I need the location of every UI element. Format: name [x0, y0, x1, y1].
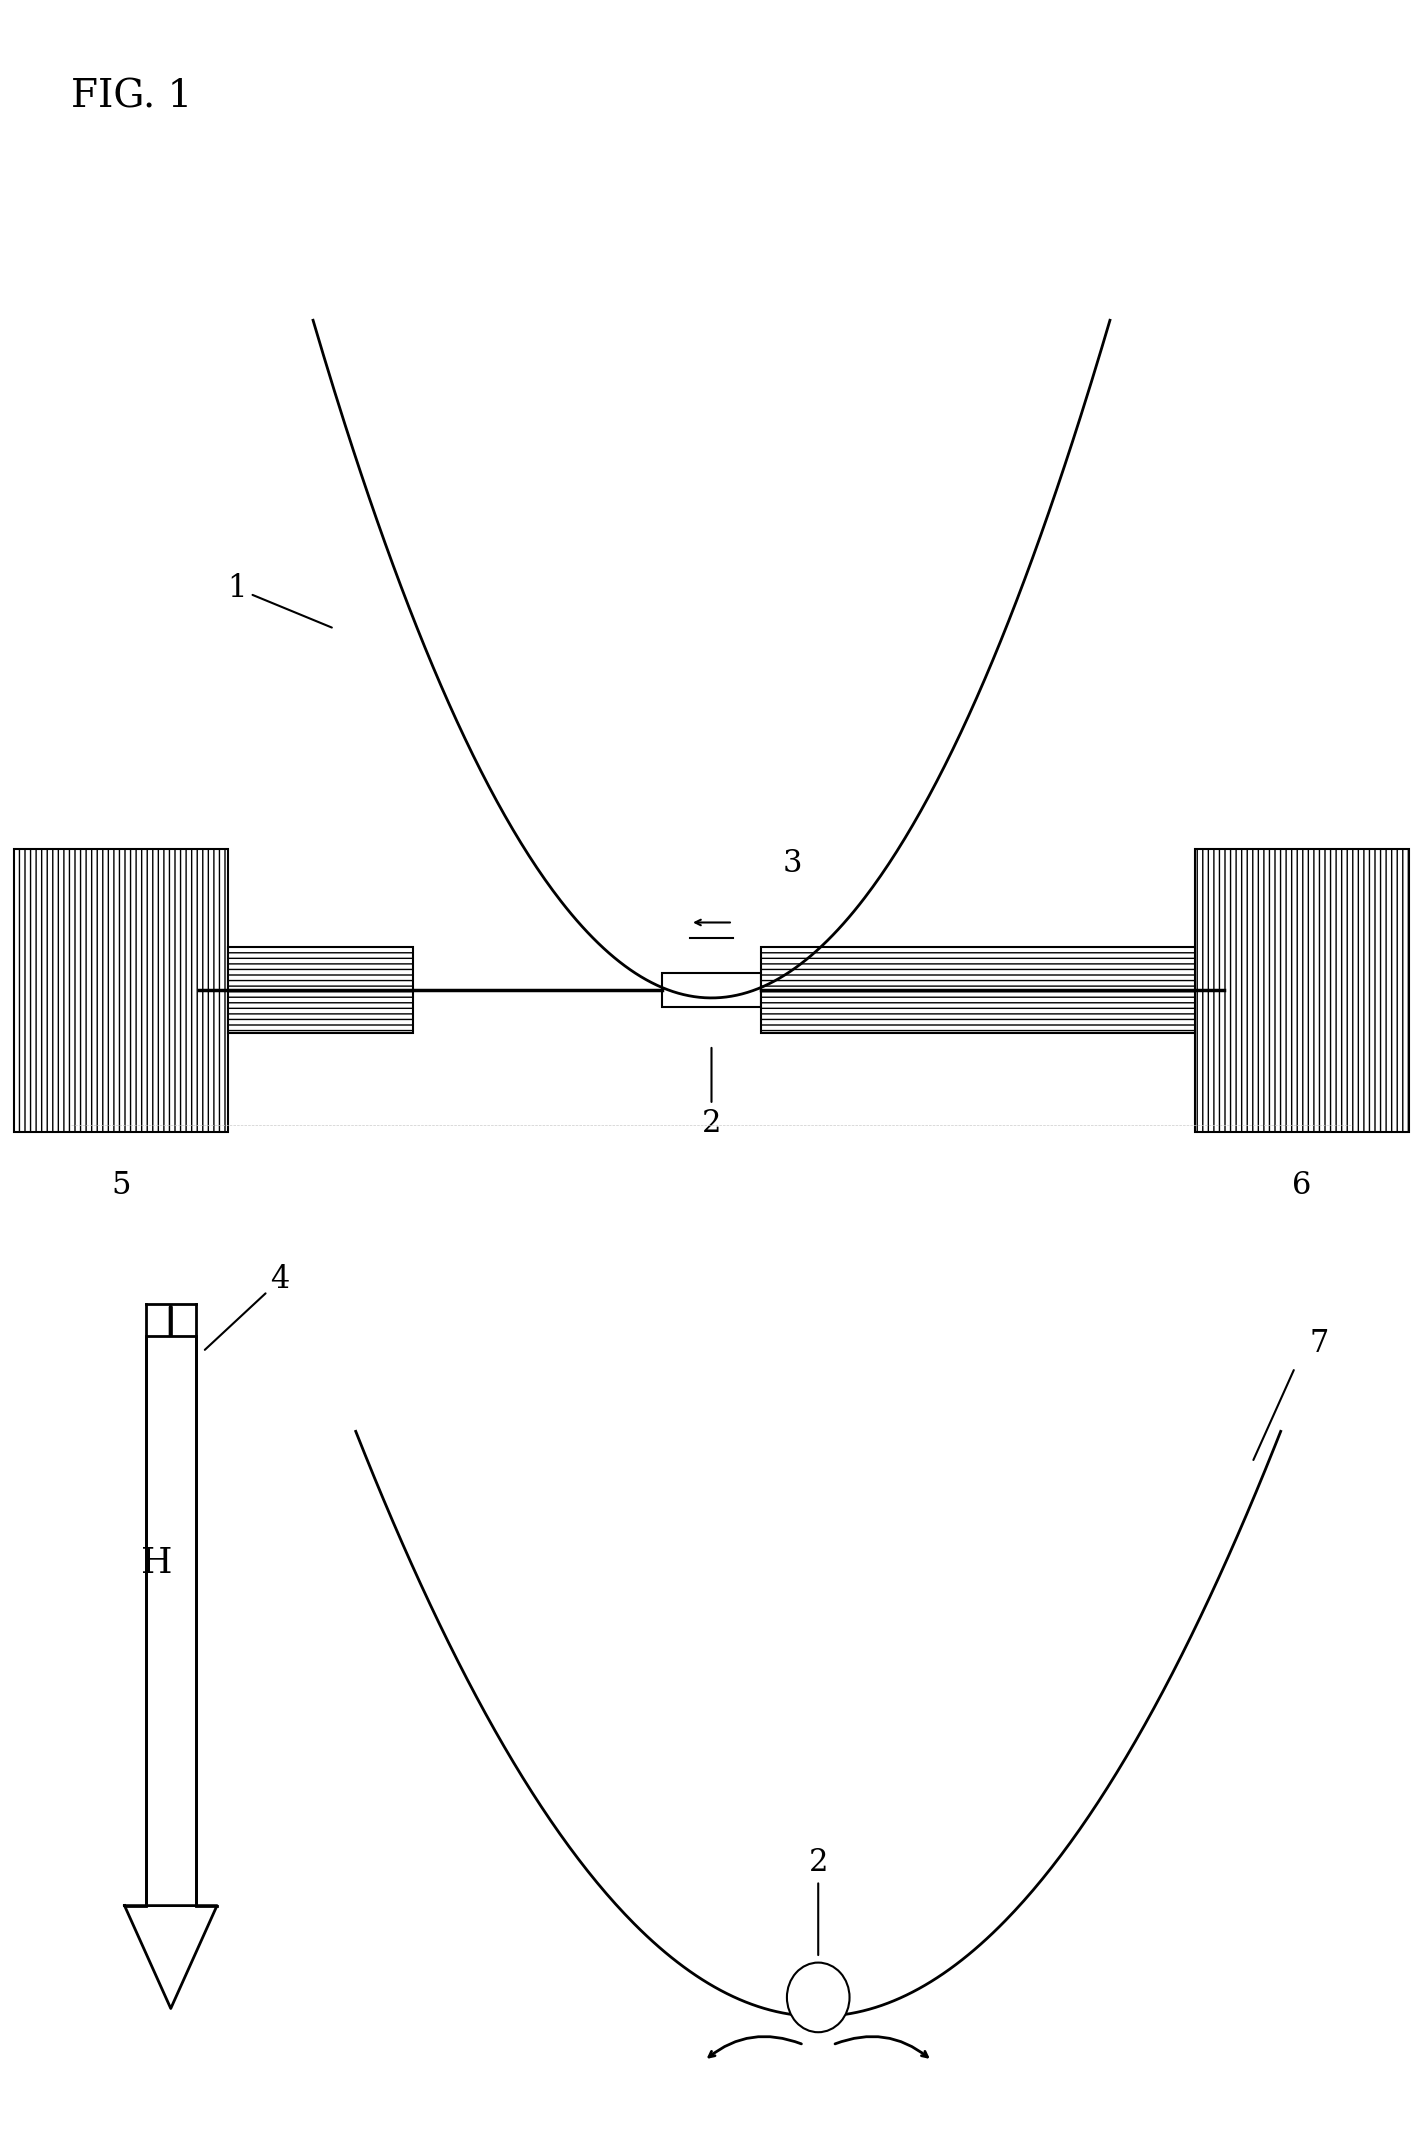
Polygon shape: [125, 1905, 216, 2008]
Circle shape: [787, 1963, 850, 2032]
Bar: [14, 849, 228, 1132]
Text: 2: 2: [808, 1847, 828, 1954]
Text: 7: 7: [1309, 1329, 1329, 1359]
Bar: [145, 1335, 195, 1922]
Bar: [761, 947, 1195, 1033]
Bar: [228, 947, 413, 1033]
Text: 2: 2: [702, 1048, 721, 1138]
Bar: [1195, 849, 1409, 1132]
Bar: [662, 973, 761, 1007]
Text: 3: 3: [783, 849, 803, 879]
Text: 6: 6: [1292, 1170, 1312, 1202]
Text: FIG. 1: FIG. 1: [71, 79, 192, 116]
Text: 4: 4: [205, 1264, 290, 1350]
Text: 5: 5: [111, 1170, 131, 1202]
Text: H: H: [141, 1547, 172, 1579]
Text: 1: 1: [228, 572, 332, 628]
